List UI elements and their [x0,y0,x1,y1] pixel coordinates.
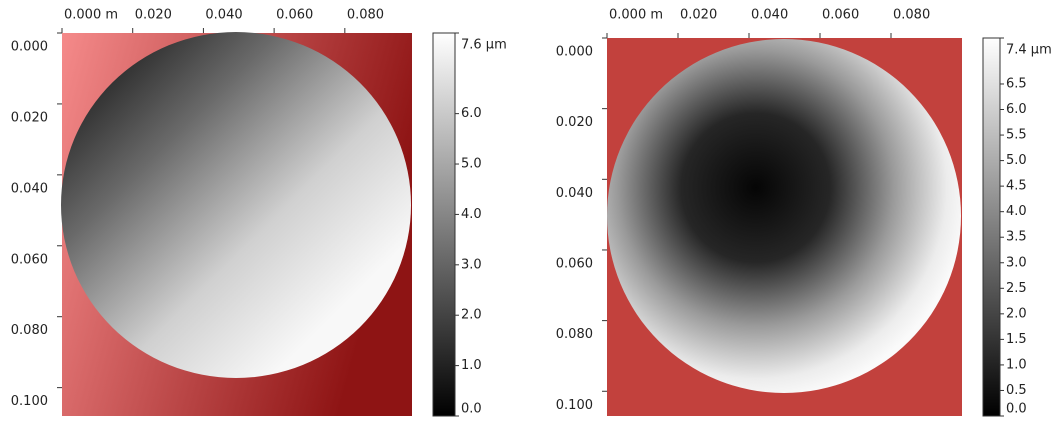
colorbar [982,37,1001,417]
colorbar-tick-label: 3.0 [1006,255,1027,270]
y-tick-label: 0.080 [11,323,48,338]
colorbar-tick-label: 2.0 [1006,306,1027,321]
colorbar-tick-label: 0.0 [461,402,482,417]
colorbar-tick-label: 3.0 [461,257,482,272]
x-tick-label: 0.020 [135,8,172,23]
x-tick-label: 0.060 [822,8,859,23]
x-tick-label: 0.000 m [64,8,118,23]
colorbar-tick-label: 6.5 [1006,76,1027,91]
image-left [61,32,412,416]
colorbar-tick-label: 1.0 [1006,357,1027,372]
colorbar-tick-label: 6.0 [461,106,482,121]
colorbar-tick-label: 7.6 µm [461,38,507,53]
x-tick-label: 0.080 [347,8,384,23]
y-tick-label: 0.040 [11,181,48,196]
colorbar-tick-label: 4.0 [1006,204,1027,219]
colorbar-tick-label: 6.0 [1006,102,1027,117]
y-tick-label: 0.040 [556,186,593,201]
x-tick-label: 0.080 [893,8,930,23]
y-tick-label: 0.100 [11,394,48,409]
colorbar-tick-label: 4.0 [461,207,482,222]
y-tick-label: 0.000 [556,45,593,60]
colorbar-tick-label: 2.5 [1006,281,1027,296]
colorbar-tick-label: 2.0 [461,308,482,323]
y-tick-label: 0.100 [556,398,593,413]
colorbar [432,32,456,417]
y-tick-label: 0.080 [556,327,593,342]
colorbar-tick-label: 7.4 µm [1006,43,1052,58]
y-tick-label: 0.000 [11,40,48,55]
colorbar-tick-label: 1.0 [461,358,482,373]
image-right [607,38,962,416]
colorbar-tick-label: 0.5 [1006,383,1027,398]
colorbar-tick-label: 1.5 [1006,332,1027,347]
x-tick-label: 0.060 [276,8,313,23]
colorbar-tick-label: 3.5 [1006,230,1027,245]
y-tick-label: 0.020 [556,115,593,130]
colorbar-tick-label: 0.0 [1006,402,1027,417]
y-tick-label: 0.060 [556,256,593,271]
colorbar-tick-label: 5.0 [1006,153,1027,168]
colorbar-tick-label: 5.0 [461,157,482,172]
y-tick-label: 0.060 [11,252,48,267]
colorbar-tick-label: 4.5 [1006,179,1027,194]
x-tick-label: 0.020 [680,8,717,23]
colorbar-tick-label: 5.5 [1006,128,1027,143]
y-tick-label: 0.020 [11,110,48,125]
x-tick-label: 0.040 [751,8,788,23]
x-tick-label: 0.000 m [609,8,663,23]
x-tick-label: 0.040 [205,8,242,23]
